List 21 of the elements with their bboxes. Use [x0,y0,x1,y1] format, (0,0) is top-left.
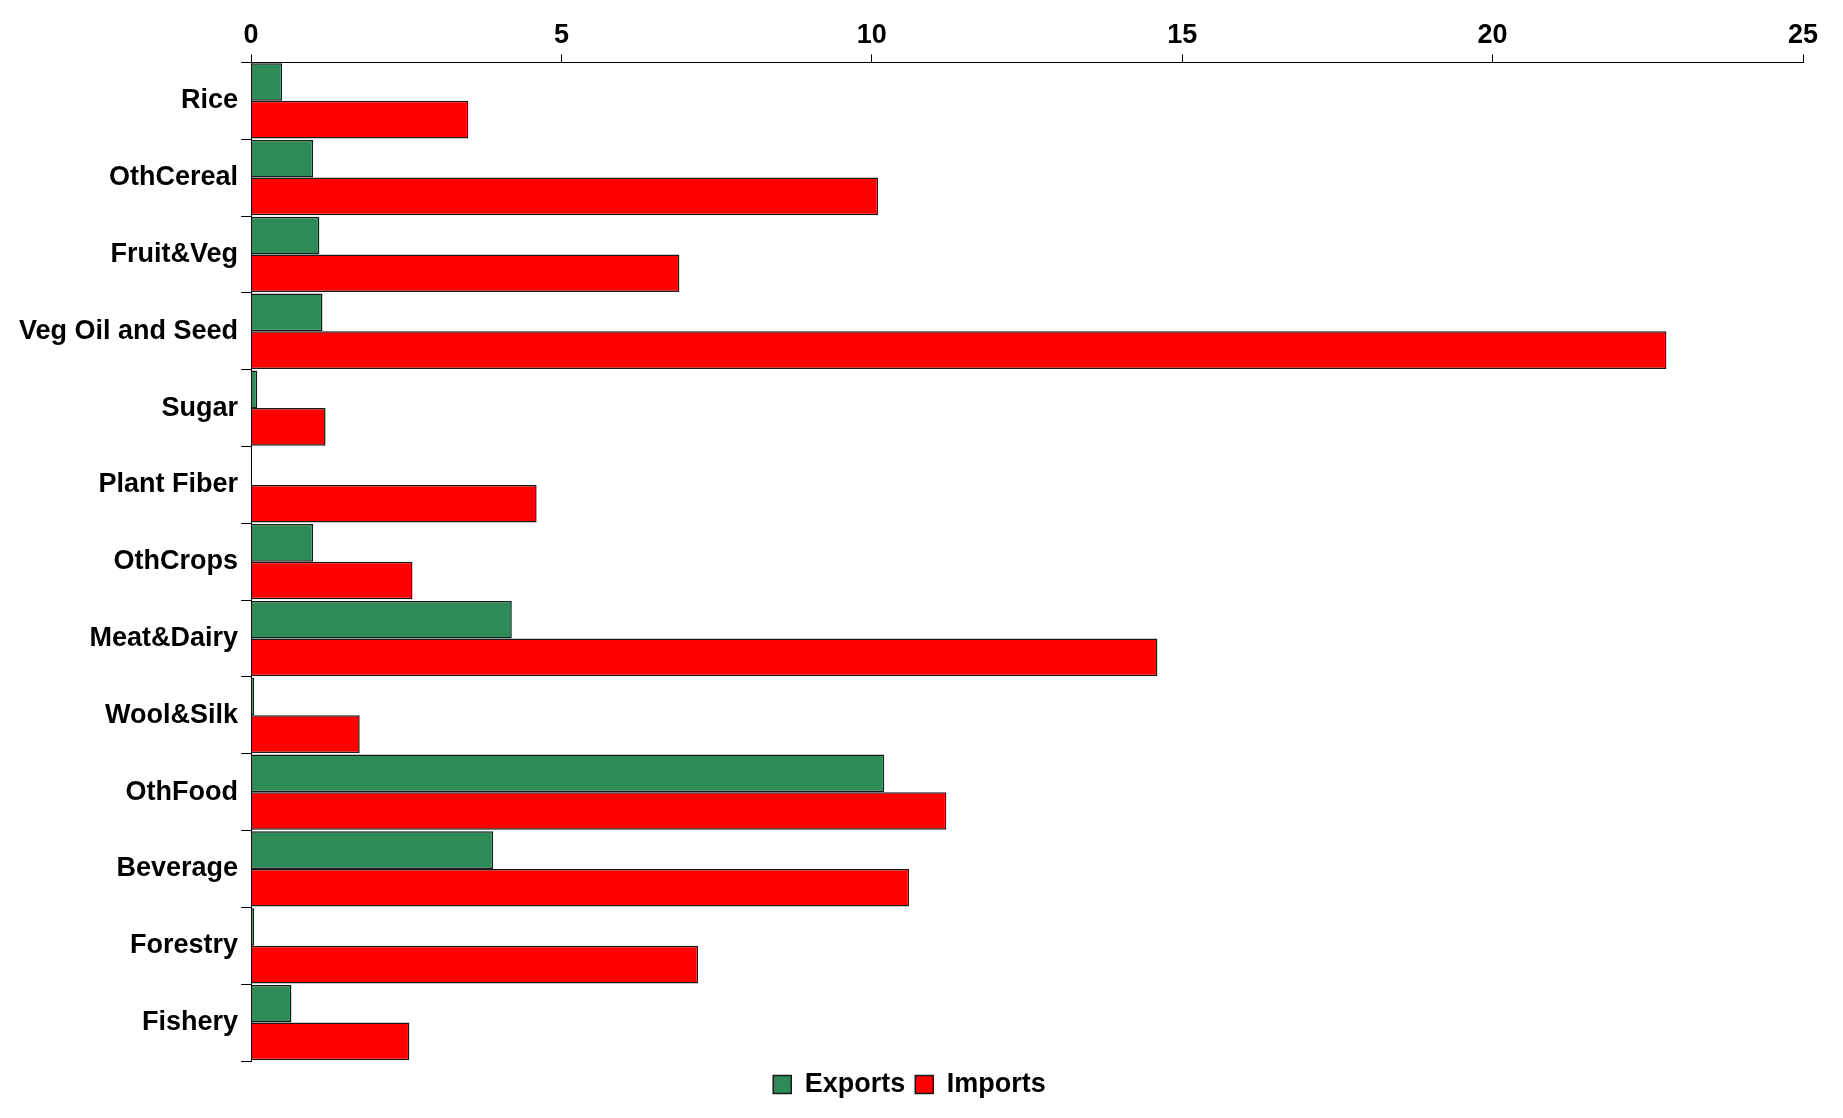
x-tick-label: 0 [243,18,259,49]
legend-label: Exports [804,1067,906,1098]
y-tick-label: Fishery [142,1006,239,1037]
y-tick-label: Veg Oil and Seed [18,314,239,345]
y-tick-label: Beverage [116,852,239,883]
y-tick-label: Sugar [161,391,239,422]
y-tick-label: Forestry [130,929,239,960]
y-tick-label: OthCereal [109,161,239,192]
y-tick-label: OthCrops [113,545,239,576]
x-tick-label: 15 [1167,18,1198,49]
x-tick-label: 5 [553,18,569,49]
x-tick-label: 25 [1787,18,1819,49]
y-tick-label: Fruit&Veg [110,237,239,268]
y-tick-label: OthFood [125,775,239,806]
y-tick-label: Wool&Silk [105,698,240,729]
y-tick-label: Plant Fiber [98,468,239,499]
y-tick-label: Meat&Dairy [89,621,239,652]
x-tick-label: 10 [856,18,887,49]
y-tick-label: Rice [181,84,239,115]
x-tick-label: 20 [1477,18,1508,49]
legend-label: Imports [946,1067,1046,1098]
